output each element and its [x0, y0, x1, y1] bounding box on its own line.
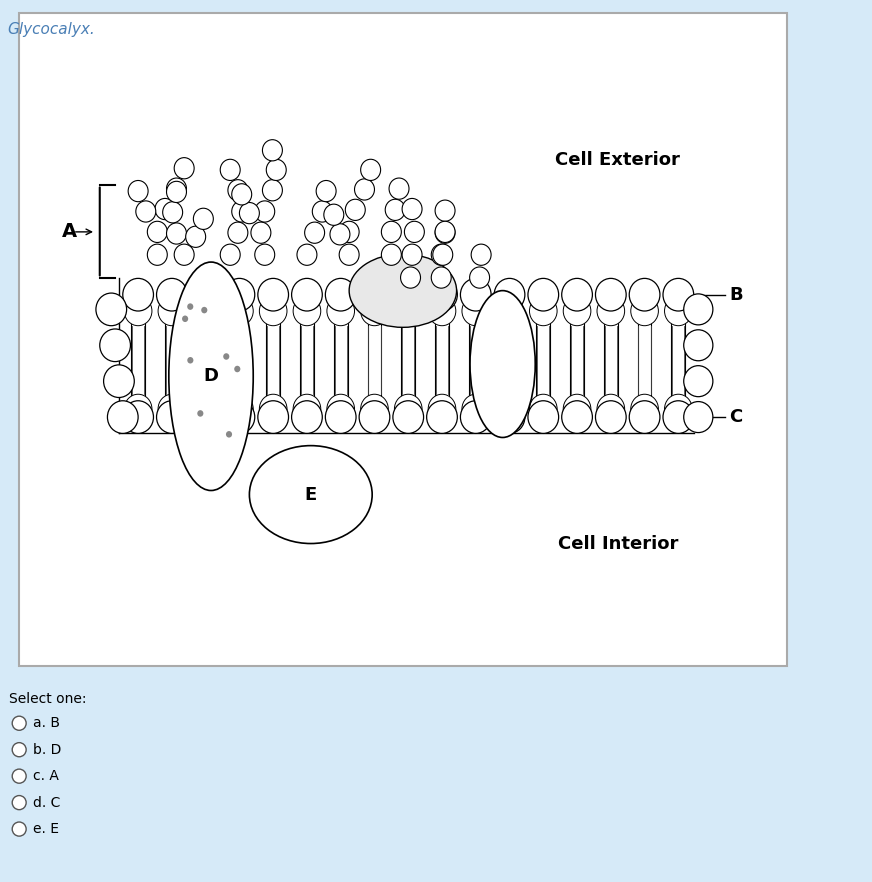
Circle shape [12, 743, 26, 757]
Circle shape [12, 822, 26, 836]
FancyBboxPatch shape [19, 13, 787, 666]
Text: d. C: d. C [33, 796, 60, 810]
Text: e. E: e. E [33, 822, 59, 836]
Text: b. D: b. D [33, 743, 62, 757]
Text: a. B: a. B [33, 716, 60, 730]
Circle shape [12, 796, 26, 810]
Text: c. A: c. A [33, 769, 59, 783]
Circle shape [12, 769, 26, 783]
Text: Select one:: Select one: [9, 692, 86, 706]
Circle shape [12, 716, 26, 730]
Text: Glycocalyx.: Glycocalyx. [7, 22, 95, 37]
